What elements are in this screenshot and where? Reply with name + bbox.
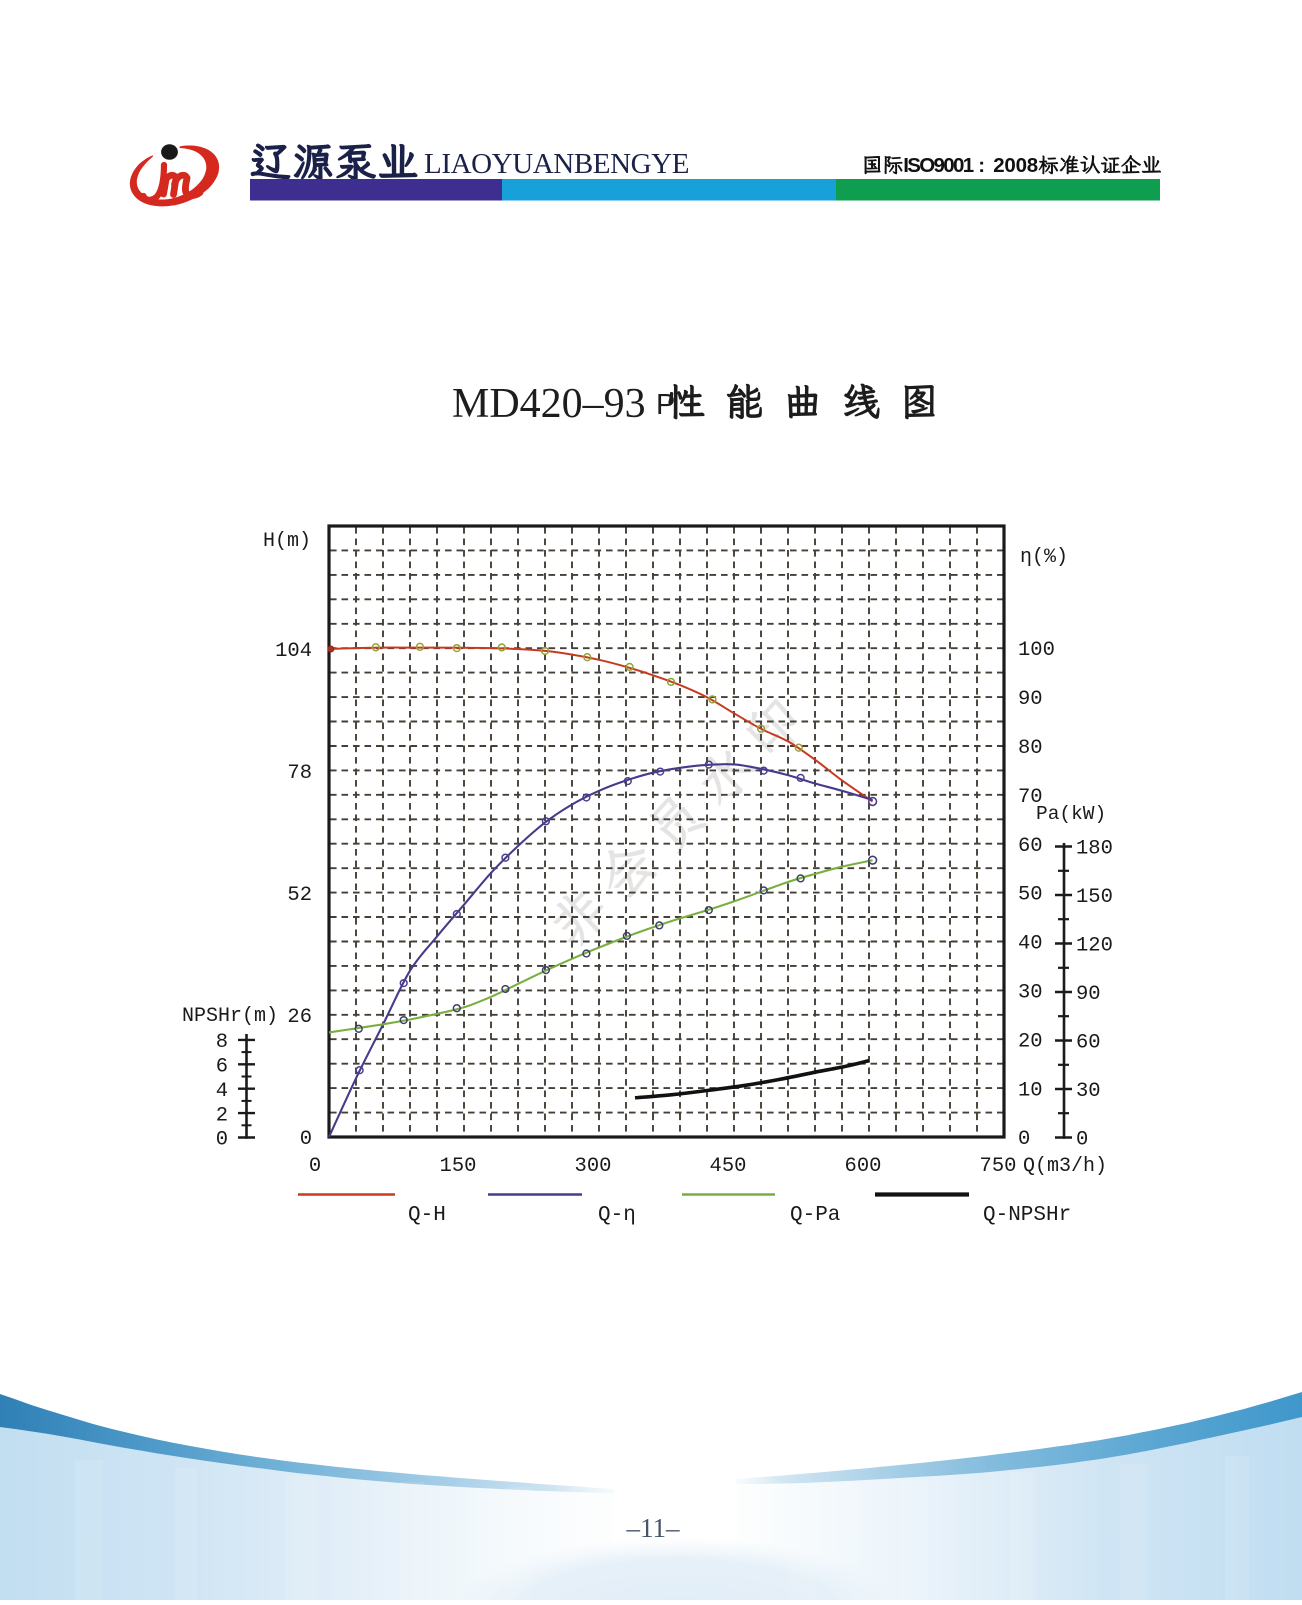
svg-text:450: 450 <box>710 1155 747 1178</box>
svg-text::: : <box>978 154 985 177</box>
svg-text:0: 0 <box>300 1128 312 1151</box>
svg-text:–11–: –11– <box>626 1513 680 1543</box>
svg-text:40: 40 <box>1018 933 1043 956</box>
svg-text:H(m): H(m) <box>263 530 311 553</box>
svg-text:0: 0 <box>1018 1128 1030 1151</box>
svg-text:6: 6 <box>216 1056 228 1079</box>
svg-text:2: 2 <box>216 1104 228 1127</box>
svg-text:4: 4 <box>216 1080 228 1103</box>
svg-text:10: 10 <box>1018 1079 1043 1102</box>
svg-text:MD420–93: MD420–93 <box>452 381 646 427</box>
svg-text:0: 0 <box>309 1155 321 1178</box>
svg-text:26: 26 <box>287 1006 312 1029</box>
svg-text:120: 120 <box>1076 935 1113 958</box>
svg-text:NPSHr(m): NPSHr(m) <box>182 1005 278 1028</box>
svg-text:LIAOYUANBENGYE: LIAOYUANBENGYE <box>424 148 689 180</box>
svg-text:0: 0 <box>1076 1129 1088 1152</box>
svg-text:80: 80 <box>1018 737 1043 760</box>
svg-text:30: 30 <box>1018 982 1043 1005</box>
svg-text:0: 0 <box>216 1129 228 1152</box>
svg-text:90: 90 <box>1018 688 1043 711</box>
svg-text:52: 52 <box>287 884 312 907</box>
svg-text:Q-NPSHr: Q-NPSHr <box>983 1204 1071 1227</box>
svg-text:90: 90 <box>1076 983 1101 1006</box>
svg-text:Q(m3/h): Q(m3/h) <box>1023 1155 1107 1178</box>
svg-text:104: 104 <box>275 640 312 663</box>
svg-text:70: 70 <box>1018 786 1043 809</box>
svg-text:60: 60 <box>1018 835 1043 858</box>
svg-text:Q-H: Q-H <box>408 1204 446 1227</box>
svg-text:150: 150 <box>1076 886 1113 909</box>
svg-text:20: 20 <box>1018 1030 1043 1053</box>
svg-text:Q-η: Q-η <box>598 1204 636 1227</box>
svg-text:Pa(kW): Pa(kW) <box>1036 803 1106 825</box>
svg-text:600: 600 <box>845 1155 882 1178</box>
svg-text:30: 30 <box>1076 1080 1101 1103</box>
svg-text:η(%): η(%) <box>1020 546 1068 569</box>
svg-text:100: 100 <box>1018 639 1055 662</box>
svg-text:50: 50 <box>1018 884 1043 907</box>
svg-text:750: 750 <box>980 1155 1017 1178</box>
svg-text:8: 8 <box>216 1031 228 1054</box>
svg-text:2008: 2008 <box>993 154 1038 177</box>
svg-text:78: 78 <box>287 762 312 785</box>
svg-text:60: 60 <box>1076 1032 1101 1055</box>
svg-text:Q-Pa: Q-Pa <box>790 1204 840 1227</box>
svg-text:ISO9001: ISO9001 <box>903 154 974 177</box>
svg-text:150: 150 <box>440 1155 477 1178</box>
svg-text:180: 180 <box>1076 838 1113 861</box>
svg-text:300: 300 <box>575 1155 612 1178</box>
